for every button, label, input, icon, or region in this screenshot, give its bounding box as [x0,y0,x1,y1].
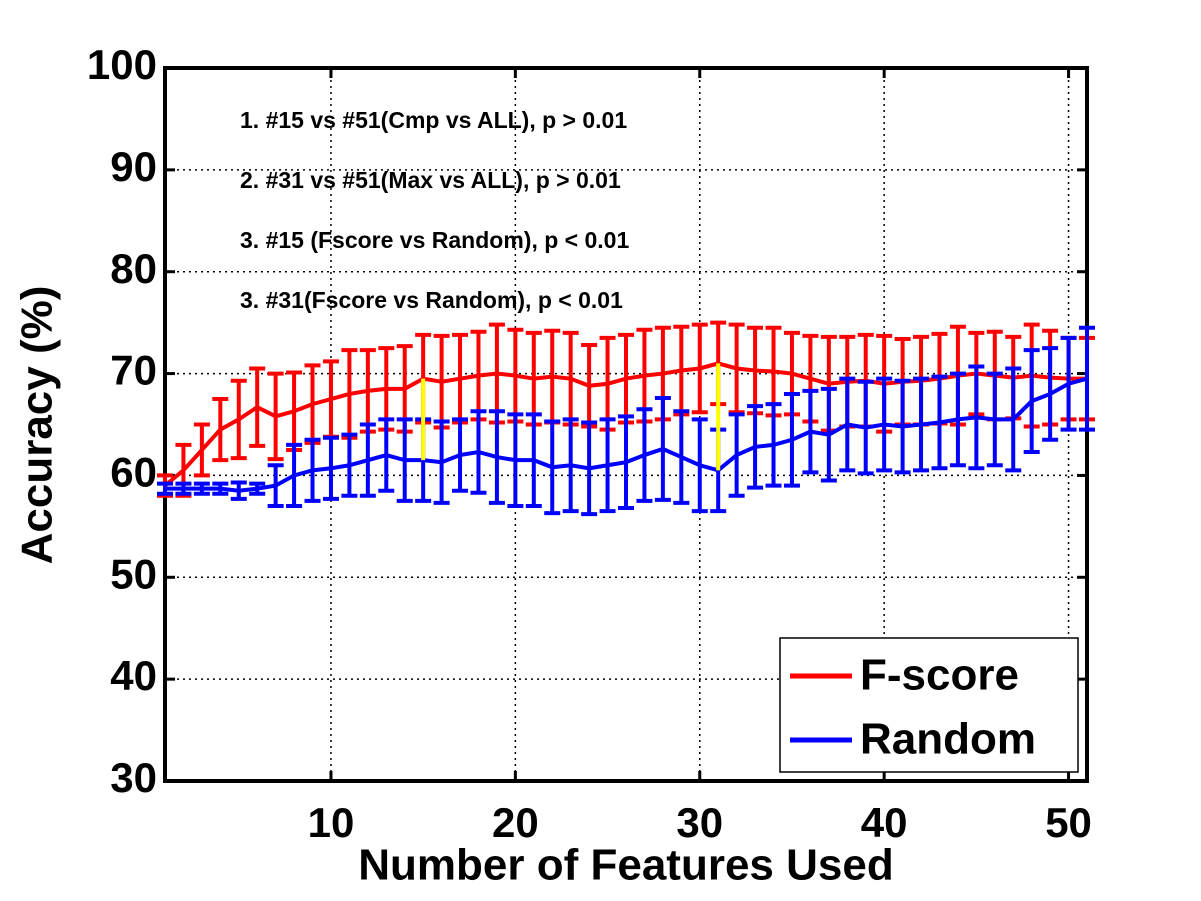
annotation: 2. #31 vs #51(Max vs ALL), p > 0.01 [240,167,621,193]
legend-label: F-score [860,651,1019,700]
y-tick-label: 70 [110,347,157,394]
legend-label: Random [860,715,1036,764]
y-tick-label: 50 [110,550,157,597]
y-tick-label: 100 [87,41,157,88]
x-tick-label: 50 [1045,799,1092,846]
y-tick-label: 90 [110,143,157,190]
y-tick-label: 60 [110,449,157,496]
x-tick-label: 20 [492,799,539,846]
annotation: 1. #15 vs #51(Cmp vs ALL), p > 0.01 [240,107,627,133]
x-axis-label: Number of Features Used [358,841,893,890]
y-tick-label: 30 [110,754,157,801]
y-tick-label: 80 [110,245,157,292]
y-tick-label: 40 [110,652,157,699]
x-tick-label: 30 [676,799,723,846]
series-line [165,376,1088,493]
x-tick-label: 40 [861,799,908,846]
y-axis-label: Accuracy (%) [13,286,62,565]
annotation: 3. #31(Fscore vs Random), p < 0.01 [240,287,623,313]
series-line [163,361,1087,488]
legend-box [779,637,1079,773]
annotation: 3. #15 (Fscore vs Random), p < 0.01 [240,227,629,253]
x-tick-label: 10 [308,799,355,846]
